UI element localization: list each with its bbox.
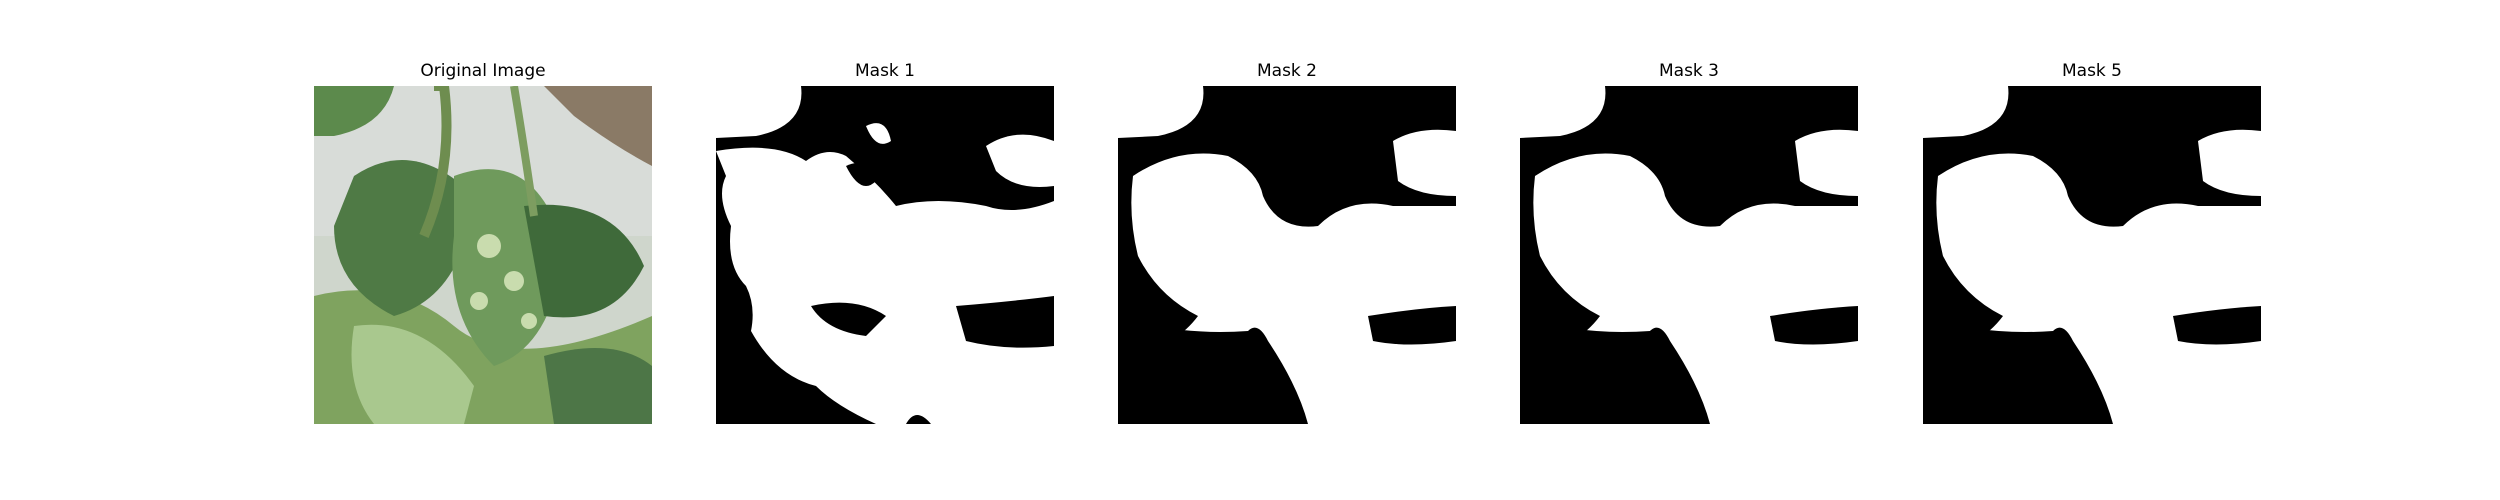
mask-5-image — [1923, 86, 2261, 424]
original-plant-photo — [314, 86, 652, 424]
panel-mask-2: Mask 2 — [1118, 60, 1456, 424]
mask-2-image — [1118, 86, 1456, 424]
panel-title: Mask 3 — [1658, 61, 1719, 81]
mask-3-image — [1520, 86, 1858, 424]
panel-mask-3: Mask 3 — [1520, 60, 1858, 424]
panel-title: Mask 1 — [854, 61, 915, 81]
panel-mask-5: Mask 5 — [1923, 60, 2261, 424]
panel-mask-1: Mask 1 — [716, 60, 1054, 424]
panel-title: Original Image — [420, 61, 546, 81]
panel-original-image: Original Image — [314, 60, 652, 424]
panel-title: Mask 2 — [1256, 61, 1317, 81]
mask-1-image — [716, 86, 1054, 424]
panel-title: Mask 5 — [2061, 61, 2122, 81]
